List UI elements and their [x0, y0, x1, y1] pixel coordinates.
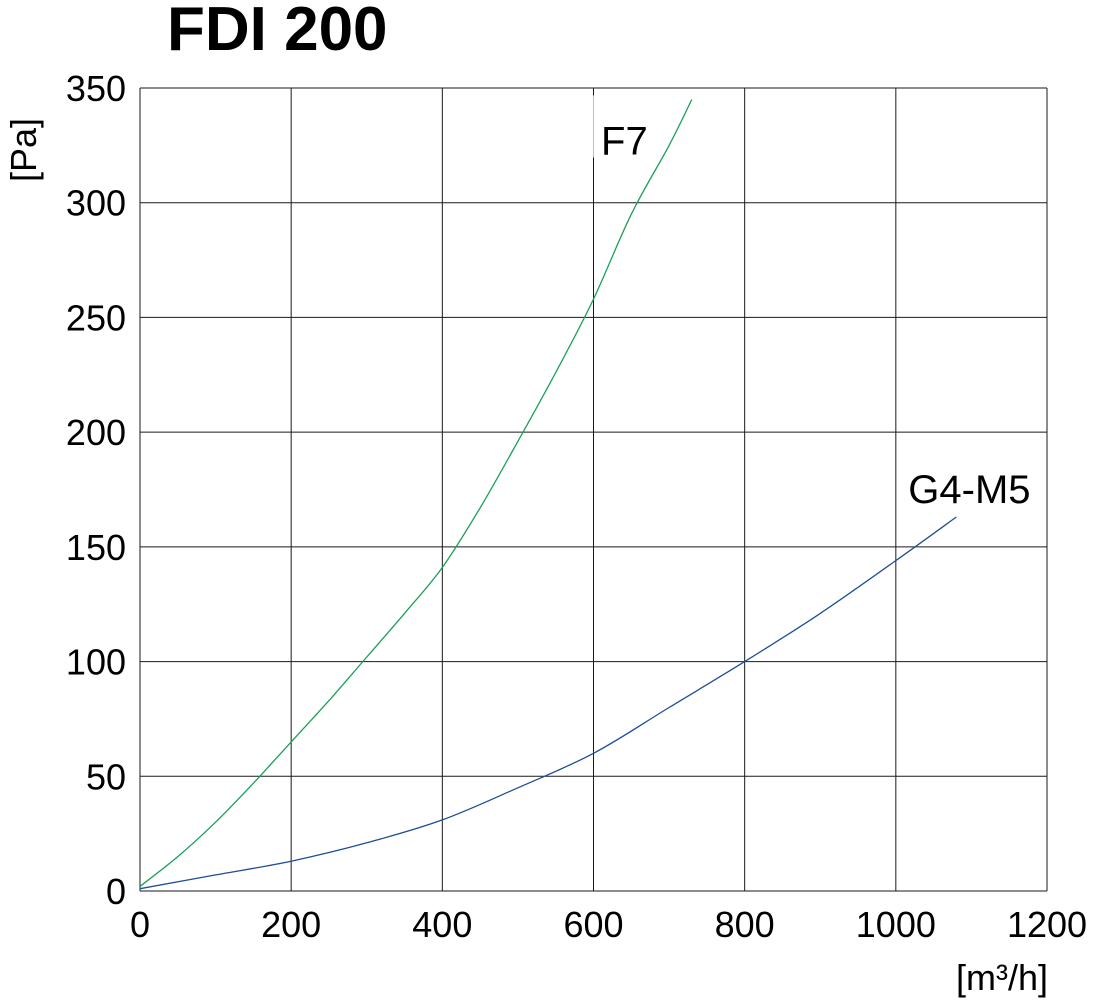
y-tick-label: 250: [66, 297, 126, 338]
y-tick-label: 200: [66, 412, 126, 453]
series-lines: F7 G4-M5: [139, 95, 1031, 890]
y-tick-label: 50: [86, 756, 126, 797]
series-line-g4-m5: [139, 516, 957, 890]
y-tick-label: 100: [66, 642, 126, 683]
y-tick-label: 150: [66, 527, 126, 568]
series-line-f7: [139, 99, 693, 887]
y-axis-label: [Pa]: [3, 118, 44, 182]
y-tick-labels: 0 50 100 150 200 250 300 350: [66, 68, 126, 912]
grid-lines: [139, 87, 1048, 892]
series-label-bg: [593, 95, 654, 158]
x-axis-label: [m³/h]: [956, 957, 1048, 998]
y-tick-label: 0: [106, 871, 126, 912]
x-tick-label: 200: [261, 904, 321, 945]
series-label: G4-M5: [908, 468, 1030, 512]
y-tick-label: 350: [66, 68, 126, 109]
x-tick-labels: 0 200 400 600 800 1000 1200: [130, 904, 1087, 945]
x-tick-label: 0: [130, 904, 150, 945]
x-tick-label: 400: [412, 904, 472, 945]
y-tick-label: 300: [66, 183, 126, 224]
x-tick-label: 1200: [1007, 904, 1087, 945]
x-tick-label: 800: [715, 904, 775, 945]
series-label: F7: [601, 120, 648, 164]
chart-title: FDI 200: [167, 0, 388, 64]
x-tick-label: 600: [563, 904, 623, 945]
x-tick-label: 1000: [856, 904, 936, 945]
